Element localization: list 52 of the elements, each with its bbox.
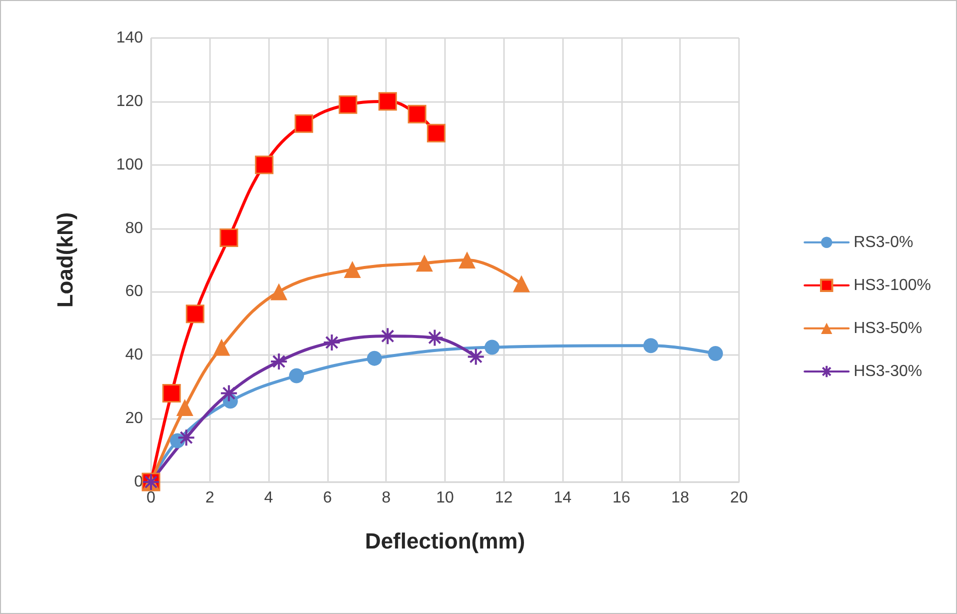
legend-label: HS3-50%	[854, 320, 922, 337]
legend-label: RS3-0%	[854, 234, 914, 251]
point	[512, 275, 530, 292]
x-tick-label: 0	[146, 490, 156, 506]
legend-label: HS3-30%	[854, 363, 922, 380]
point	[416, 254, 433, 272]
point	[254, 156, 274, 174]
y-tick-label: 100	[116, 156, 144, 174]
point	[378, 92, 397, 111]
point	[213, 338, 230, 356]
y-axis-title: Load(kN)	[52, 212, 78, 308]
x-tick-label: 20	[730, 490, 748, 506]
x-tick-label: 12	[494, 490, 513, 506]
point	[270, 352, 288, 370]
x-tick-label: 6	[322, 490, 332, 506]
point	[270, 283, 288, 300]
y-tick-label: 140	[116, 30, 144, 46]
x-tick-label: 14	[554, 490, 572, 506]
legend-label: HS3-100%	[854, 276, 931, 294]
point	[643, 338, 658, 354]
point	[186, 304, 204, 324]
x-tick-label: 18	[671, 490, 690, 506]
y-tick-label: 60	[125, 283, 144, 300]
point	[708, 346, 723, 362]
point	[484, 340, 500, 355]
x-tick-label: 10	[436, 490, 454, 506]
point	[220, 228, 238, 248]
point	[289, 368, 304, 384]
y-tick-label: 40	[125, 346, 144, 364]
point	[220, 384, 238, 402]
point	[426, 124, 446, 142]
y-tick-label: 20	[125, 410, 144, 428]
y-tick-label: 0	[134, 474, 144, 490]
y-tick-label: 120	[116, 92, 144, 110]
point	[366, 350, 382, 366]
x-tick-label: 2	[205, 490, 214, 506]
point	[177, 428, 196, 447]
point	[176, 398, 194, 416]
x-tick-label: 16	[612, 490, 630, 506]
point	[294, 114, 314, 133]
x-axis-title: Deflection(mm)	[364, 528, 526, 554]
point	[344, 261, 361, 278]
point	[426, 328, 444, 347]
x-tick-label: 8	[382, 490, 391, 506]
x-tick-label: 4	[264, 490, 274, 506]
point	[466, 348, 485, 366]
y-tick-label: 80	[125, 220, 144, 237]
point	[162, 384, 181, 402]
point	[322, 333, 341, 352]
point	[338, 95, 358, 114]
point	[408, 104, 426, 124]
point	[458, 252, 476, 268]
